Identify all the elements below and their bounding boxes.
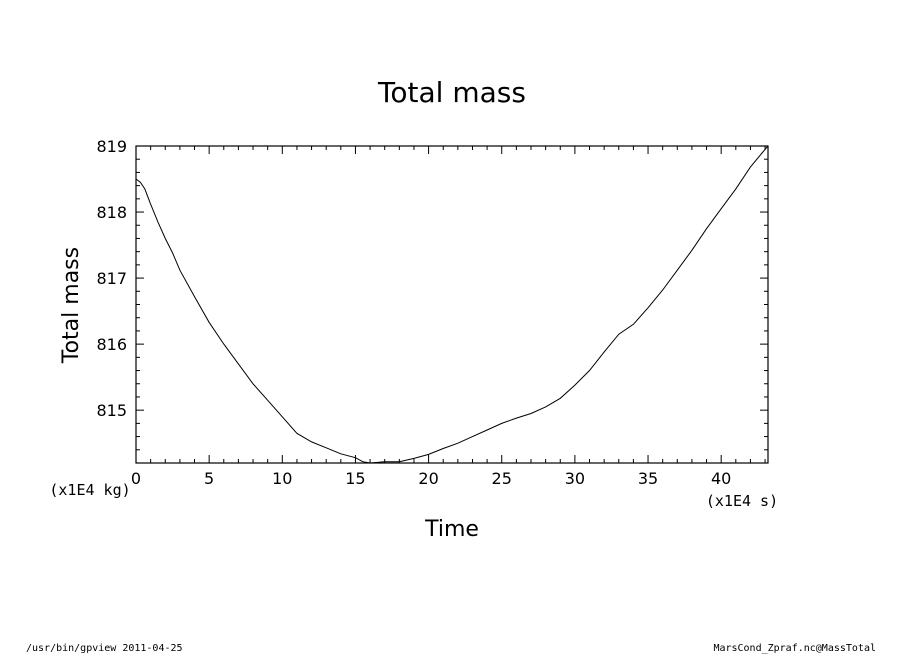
footer-right: MarsCond_Zpraf.nc@MassTotal — [713, 643, 876, 654]
x-tick-label: 5 — [204, 469, 214, 488]
y-tick-label: 816 — [96, 335, 127, 354]
y-tick-label: 815 — [96, 401, 127, 420]
x-tick-label: 25 — [492, 469, 512, 488]
x-tick-label: 40 — [711, 469, 731, 488]
y-unit-label: (x1E4 kg) — [49, 481, 130, 499]
axis-ticks — [135, 145, 768, 464]
x-tick-label: 30 — [565, 469, 585, 488]
y-tick-labels: 815 816 817 818 819 — [96, 137, 127, 420]
x-tick-labels: 0 5 10 15 20 25 30 35 40 — [131, 469, 731, 488]
x-axis-label: Time — [424, 517, 479, 542]
y-tick-label: 817 — [96, 269, 127, 288]
x-tick-label: 15 — [345, 469, 365, 488]
x-unit-label: (x1E4 s) — [706, 492, 778, 510]
plot-frame — [135, 145, 769, 464]
y-axis-label: Total mass — [59, 247, 84, 364]
x-tick-label: 35 — [638, 469, 658, 488]
y-tick-label: 819 — [96, 137, 127, 156]
x-tick-label: 20 — [418, 469, 438, 488]
y-tick-label: 818 — [96, 203, 127, 222]
x-tick-label: 0 — [131, 469, 141, 488]
footer-left: /usr/bin/gpview 2011-04-25 — [26, 643, 183, 654]
x-tick-label: 10 — [272, 469, 292, 488]
series-line — [135, 145, 769, 464]
chart-title: Total mass — [377, 76, 526, 109]
